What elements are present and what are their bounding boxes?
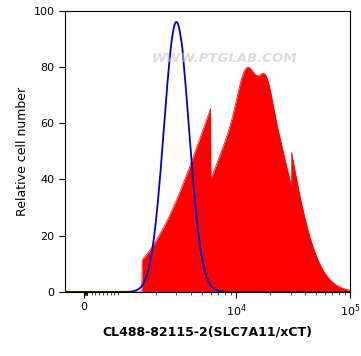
X-axis label: CL488-82115-2(SLC7A11/xCT): CL488-82115-2(SLC7A11/xCT): [103, 326, 313, 339]
Y-axis label: Relative cell number: Relative cell number: [16, 87, 29, 216]
Text: WWW.PTGLAB.COM: WWW.PTGLAB.COM: [152, 52, 297, 65]
